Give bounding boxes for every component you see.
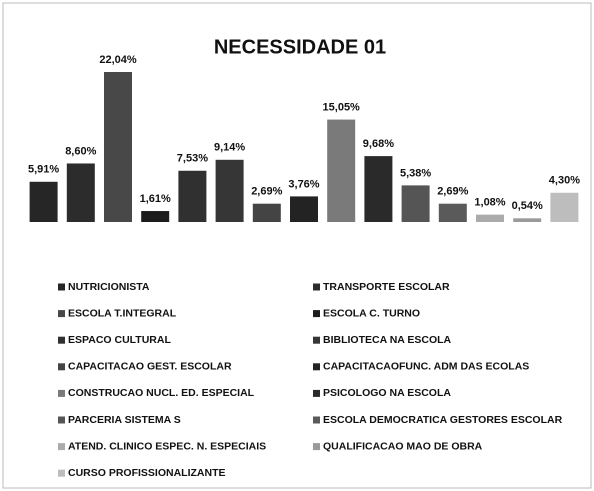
- bar: [290, 196, 318, 222]
- legend-label: CONSTRUCAO NUCL. ED. ESPECIAL: [68, 387, 255, 399]
- bar: [513, 218, 542, 222]
- legend-label: CAPACITACAOFUNC. ADM DAS ECOLAS: [323, 361, 529, 373]
- legend-label: QUALIFICACAO MAO DE OBRA: [323, 440, 483, 452]
- data-label: 3,76%: [288, 178, 319, 190]
- legend-label: ESCOLA C. TURNO: [323, 307, 420, 319]
- legend-marker: [58, 336, 65, 344]
- legend-label: CURSO PROFISSIONALIZANTE: [68, 467, 226, 479]
- legend-marker: [313, 416, 320, 424]
- data-label: 5,91%: [28, 164, 59, 176]
- legend-label: ESCOLA T.INTEGRAL: [68, 307, 177, 319]
- legend-label: PARCERIA SISTEMA S: [68, 414, 181, 426]
- legend-label: PSICOLOGO NA ESCOLA: [323, 387, 451, 399]
- data-label: 2,69%: [251, 186, 282, 198]
- data-label: 9,68%: [363, 138, 394, 150]
- legend-label: CAPACITACAO GEST. ESCOLAR: [68, 361, 232, 373]
- bar: [401, 185, 430, 222]
- data-label: 22,04%: [99, 54, 137, 66]
- bar: [327, 119, 356, 222]
- data-label: 2,69%: [437, 186, 468, 198]
- legend-marker: [313, 310, 320, 318]
- legend-label: ESPACO CULTURAL: [68, 334, 171, 346]
- legend-marker: [58, 443, 65, 451]
- data-label: 1,61%: [140, 193, 171, 205]
- data-label: 0,54%: [512, 200, 543, 212]
- legend-marker: [58, 363, 65, 371]
- bar: [66, 163, 95, 222]
- legend-marker: [313, 283, 320, 291]
- data-label: 8,60%: [65, 145, 96, 157]
- bar: [550, 192, 579, 222]
- bar: [141, 211, 170, 222]
- legend-marker: [58, 469, 65, 477]
- bar: [178, 170, 207, 222]
- legend-marker: [58, 283, 65, 291]
- chart-title: NECESSIDADE 01: [214, 36, 386, 58]
- legend-label: ATEND. CLINICO ESPEC. N. ESPECIAIS: [68, 440, 266, 452]
- legend-label: BIBLIOTECA NA ESCOLA: [323, 334, 452, 346]
- legend-marker: [58, 416, 65, 424]
- data-label: 1,08%: [474, 197, 505, 209]
- legend-marker: [313, 389, 320, 397]
- legend-marker: [313, 363, 320, 371]
- bar: [364, 156, 393, 222]
- data-label: 7,53%: [177, 153, 208, 165]
- bar: [215, 159, 244, 222]
- bar: [252, 203, 281, 222]
- legend-label: ESCOLA DEMOCRATICA GESTORES ESCOLAR: [323, 414, 563, 426]
- bar: [104, 72, 132, 222]
- bar: [29, 181, 58, 222]
- data-label: 9,14%: [214, 142, 245, 154]
- legend-label: NUTRICIONISTA: [68, 281, 150, 293]
- legend-marker: [313, 443, 320, 451]
- data-label: 5,38%: [400, 167, 431, 179]
- legend-label: TRANSPORTE ESCOLAR: [323, 281, 450, 293]
- bar: [438, 203, 467, 222]
- legend-marker: [58, 310, 65, 318]
- data-label: 15,05%: [323, 101, 361, 113]
- data-label: 4,30%: [549, 175, 580, 187]
- legend-marker: [313, 336, 320, 344]
- bar: [476, 214, 504, 222]
- legend-marker: [58, 389, 65, 397]
